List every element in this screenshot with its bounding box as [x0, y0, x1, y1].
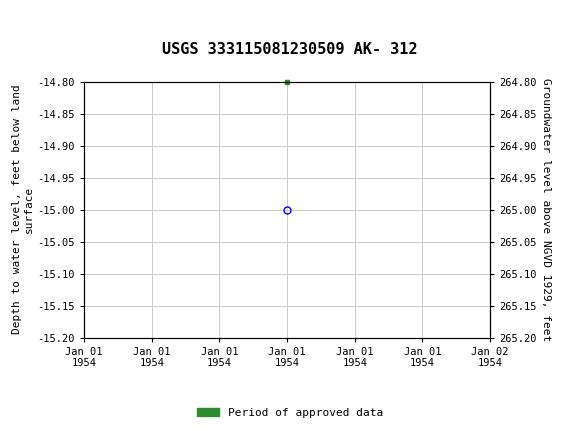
Legend: Period of approved data: Period of approved data [193, 403, 387, 422]
Y-axis label: Groundwater level above NGVD 1929, feet: Groundwater level above NGVD 1929, feet [541, 78, 551, 341]
FancyBboxPatch shape [3, 3, 78, 37]
Text: USGS: USGS [3, 11, 71, 29]
Text: ≈USGS: ≈USGS [3, 11, 57, 29]
Y-axis label: Depth to water level, feet below land
surface: Depth to water level, feet below land su… [12, 85, 34, 335]
Text: USGS 333115081230509 AK- 312: USGS 333115081230509 AK- 312 [162, 42, 418, 57]
